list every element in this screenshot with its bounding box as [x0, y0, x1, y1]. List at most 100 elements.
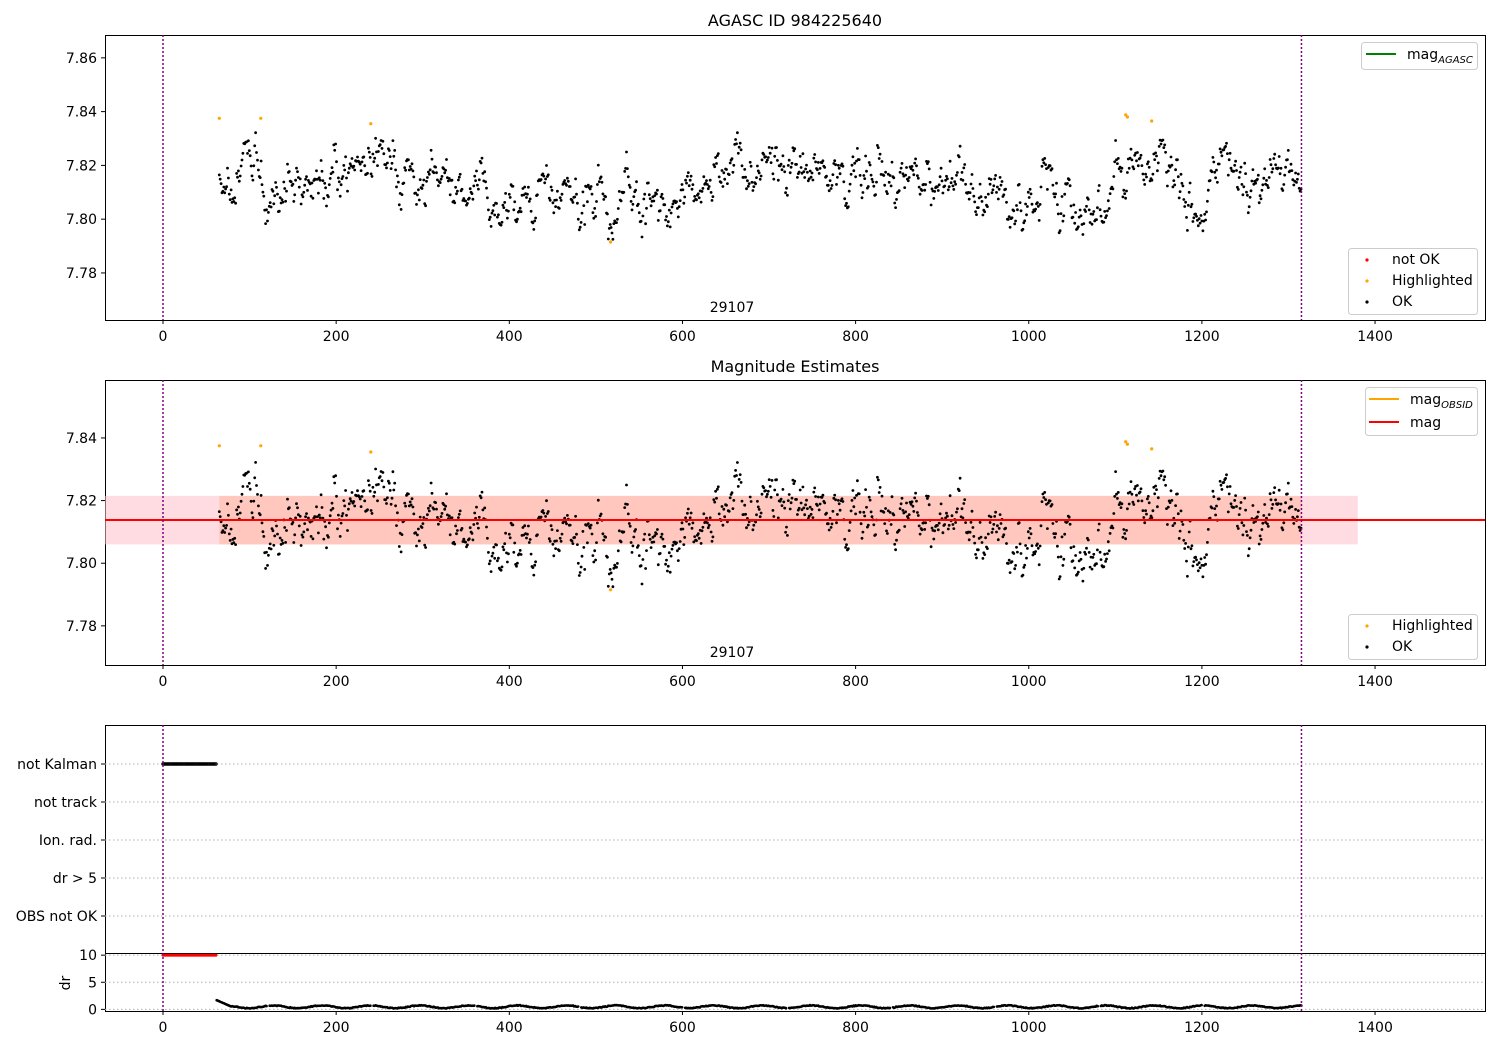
- ok-point: [713, 500, 717, 504]
- ok-point: [1186, 545, 1190, 549]
- ok-point: [781, 488, 785, 491]
- ok-point: [945, 174, 948, 178]
- ok-point: [636, 544, 640, 547]
- ok-point: [563, 179, 567, 182]
- ok-point: [632, 535, 636, 539]
- y-tick-label: 10: [79, 948, 97, 964]
- ok-point: [627, 522, 631, 525]
- ok-point: [394, 504, 397, 508]
- ok-point: [1189, 205, 1193, 209]
- ok-point: [336, 188, 339, 192]
- ok-point: [1168, 165, 1172, 169]
- ok-point: [368, 489, 372, 493]
- ok-point: [801, 485, 805, 489]
- ok-point: [393, 149, 397, 152]
- ok-point: [682, 543, 686, 546]
- ok-point: [217, 173, 221, 177]
- ok-point: [594, 558, 597, 562]
- ok-point: [658, 552, 662, 555]
- ok-point: [240, 158, 244, 162]
- ok-point: [1111, 526, 1115, 530]
- ok-point: [933, 529, 937, 533]
- ok-point: [1006, 218, 1010, 221]
- ok-point: [642, 197, 646, 201]
- ok-point: [789, 165, 793, 169]
- ok-point: [1058, 229, 1062, 233]
- ok-point: [374, 467, 377, 471]
- ok-point: [719, 181, 723, 184]
- ok-point: [1269, 498, 1273, 502]
- ok-point: [300, 533, 304, 537]
- ok-point: [1173, 183, 1177, 187]
- ok-point: [1197, 561, 1201, 565]
- ok-point: [899, 502, 903, 506]
- ok-point: [551, 201, 555, 205]
- ok-point: [887, 180, 891, 184]
- ok-point: [808, 505, 812, 509]
- ok-point: [241, 485, 245, 488]
- ok-point: [1107, 549, 1111, 553]
- ok-point: [705, 516, 708, 520]
- ok-point: [416, 533, 419, 537]
- ok-point: [893, 201, 897, 205]
- ok-point: [578, 225, 582, 229]
- y-tick-label: 7.78: [66, 619, 97, 635]
- legend-marker-highlighted: [1365, 279, 1369, 283]
- ok-point: [362, 489, 366, 493]
- flag-point: [162, 762, 166, 766]
- ok-point: [356, 155, 359, 159]
- ok-point: [255, 484, 258, 487]
- ok-point: [550, 528, 554, 531]
- ok-point: [1104, 560, 1107, 563]
- x-tick-label: 1200: [1184, 1020, 1220, 1036]
- flag-point: [204, 762, 209, 766]
- ok-point: [487, 562, 491, 566]
- ok-point: [525, 536, 528, 540]
- ok-point: [396, 511, 399, 515]
- ok-point: [1099, 558, 1103, 561]
- ok-point: [531, 566, 535, 569]
- ok-point: [386, 496, 389, 500]
- ok-point: [1184, 542, 1187, 545]
- ok-point: [1198, 566, 1202, 570]
- ok-point: [615, 565, 618, 569]
- highlighted-point: [1125, 115, 1129, 119]
- ok-point: [836, 163, 840, 167]
- ok-point: [789, 501, 793, 505]
- ok-point: [676, 207, 679, 210]
- legend-label-not-ok: not OK: [1392, 252, 1440, 268]
- ok-point: [493, 556, 497, 560]
- ok-point: [1038, 544, 1042, 548]
- ok-point: [233, 196, 237, 200]
- ok-point: [1063, 532, 1067, 536]
- ok-point: [337, 176, 340, 180]
- ok-point: [1040, 500, 1044, 503]
- ok-point: [735, 474, 738, 477]
- ok-point: [1106, 552, 1109, 555]
- flag-point: [196, 762, 200, 766]
- ok-point: [1126, 507, 1129, 511]
- legend-lower: not OK Highlighted OK: [1348, 248, 1478, 315]
- flag-label: not track: [34, 795, 98, 811]
- ok-point: [479, 161, 483, 165]
- ok-point: [367, 146, 370, 150]
- ok-point: [436, 516, 439, 519]
- ok-point: [1142, 178, 1146, 182]
- ok-point: [333, 481, 337, 485]
- ok-point: [1036, 201, 1039, 205]
- ok-point: [483, 170, 487, 174]
- ok-point: [764, 489, 767, 492]
- ok-point: [583, 223, 587, 226]
- ok-point: [1199, 214, 1203, 217]
- ok-point: [949, 181, 953, 185]
- ok-point: [1098, 550, 1102, 554]
- axes-ticks: 0 200 400 600 800 1000 1200 14007.787.807.827.8…: [66, 431, 1393, 690]
- ok-point: [798, 154, 802, 158]
- ok-point: [227, 192, 231, 196]
- ok-point: [1068, 522, 1072, 526]
- ok-point: [1267, 176, 1271, 179]
- ok-point: [661, 537, 665, 541]
- ok-point: [307, 516, 310, 520]
- ok-point: [760, 492, 764, 496]
- ok-point: [1208, 516, 1212, 520]
